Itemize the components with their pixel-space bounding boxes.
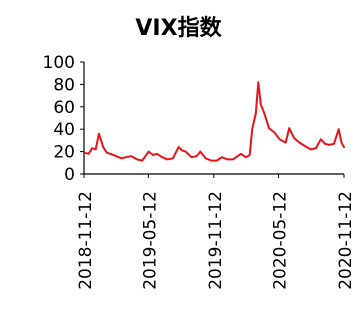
y-tick-label: 80 — [53, 75, 75, 95]
y-tick-label: 0 — [64, 165, 75, 185]
x-tick-label: 2018-11-12 — [76, 191, 96, 290]
x-tick-label: 2020-11-12 — [336, 191, 356, 290]
x-tick-label: 2019-05-12 — [140, 191, 160, 290]
x-tick-label: 2020-05-12 — [271, 191, 291, 290]
y-tick-label: 40 — [53, 120, 75, 140]
y-tick-label: 60 — [53, 98, 75, 118]
y-tick-label: 20 — [53, 143, 75, 163]
series-line — [83, 81, 345, 162]
y-tick-label: 100 — [43, 53, 75, 73]
x-tick-label: 2019-11-12 — [206, 191, 226, 290]
chart-title: VIX指数 — [135, 16, 222, 41]
